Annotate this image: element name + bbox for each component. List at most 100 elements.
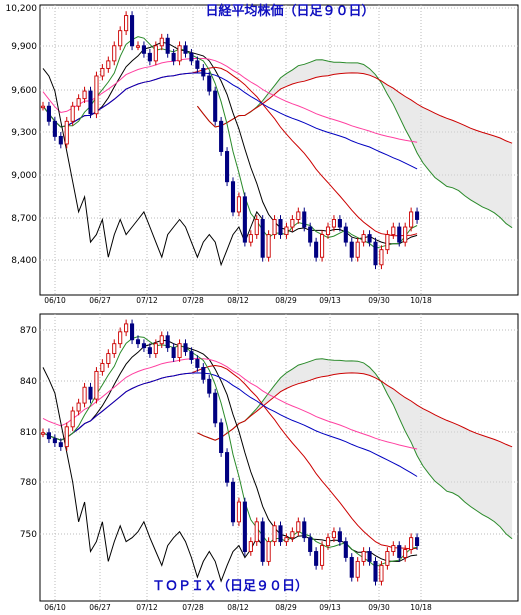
candle-body: [290, 219, 295, 228]
topix-y-ticks: 870 840 810 780 750: [20, 326, 37, 540]
candle-body: [379, 564, 384, 582]
y-tick-label: 780: [20, 478, 37, 488]
candle-body: [219, 120, 224, 152]
candle-body: [373, 241, 378, 266]
candle-body: [302, 521, 307, 539]
candle-body: [201, 67, 206, 77]
candle-body: [201, 366, 206, 380]
candle-body: [355, 560, 360, 578]
candle-body: [153, 343, 158, 355]
candle-body: [112, 343, 117, 355]
nikkei-chart-title: 日経平均株価（日足９０日）: [205, 3, 374, 19]
x-tick-label: 07/12: [136, 603, 158, 612]
nikkei-panel: 10,200 9,900 9,600 9,300 9,000 8,700 8,400 06/…: [6, 3, 519, 305]
x-tick-label: 08/12: [227, 296, 249, 305]
candle-body: [349, 557, 354, 578]
y-tick-label: 8,400: [11, 256, 37, 266]
candle-body: [296, 521, 301, 533]
candle-body: [320, 234, 325, 258]
senkou-span-b: [197, 372, 513, 448]
candle-body: [76, 98, 81, 107]
candle-body: [284, 537, 289, 543]
candle-body: [320, 545, 325, 566]
candle-body: [278, 219, 283, 236]
candle-body: [236, 196, 241, 213]
candle-body: [189, 52, 194, 62]
candle-body: [260, 219, 265, 258]
topix-indicator-lines: [42, 336, 418, 583]
candle-body: [207, 75, 212, 92]
candle-body: [409, 537, 414, 550]
candle-body: [409, 211, 414, 228]
candle-body: [385, 234, 390, 251]
candle-body: [159, 37, 164, 47]
candle-body: [343, 541, 348, 558]
x-tick-label: 10/18: [410, 603, 432, 612]
candle-body: [230, 481, 236, 523]
candle-body: [367, 234, 372, 243]
tenkan-line: [42, 339, 418, 562]
candle-body: [177, 343, 182, 358]
candle-body: [100, 363, 105, 372]
candle-body: [373, 560, 378, 582]
candle-body: [403, 226, 408, 243]
candle-body: [52, 438, 57, 444]
candle-body: [130, 323, 135, 341]
candle-body: [171, 347, 176, 358]
candle-body: [118, 331, 123, 345]
candle-body: [64, 120, 69, 145]
topix-panel: 870 840 810 780 750 06/10 06/27 07/12 07/28 08/1…: [20, 313, 519, 612]
candle-body: [82, 386, 87, 404]
candle-body: [302, 211, 307, 228]
candle-body: [112, 45, 117, 62]
candle-body: [391, 545, 396, 552]
nikkei-x-ticks: 06/10 06/27 07/12 07/28 08/12 08/29 09/13 09/30…: [44, 296, 432, 305]
candle-body: [118, 30, 123, 47]
y-tick-label: 750: [20, 530, 37, 540]
candle-body: [397, 226, 402, 243]
x-tick-label: 08/29: [275, 296, 297, 305]
long-ma-line: [42, 372, 418, 477]
y-tick-label: 9,600: [11, 86, 37, 96]
candle-body: [106, 353, 111, 364]
candle-body: [325, 537, 331, 547]
candle-body: [100, 67, 105, 77]
candle-body: [225, 151, 230, 183]
candle-body: [207, 378, 212, 394]
candle-body: [88, 90, 93, 115]
x-tick-label: 07/28: [182, 603, 204, 612]
candle-body: [135, 45, 141, 48]
candle-body: [195, 359, 200, 368]
candle-body: [58, 442, 63, 448]
x-tick-label: 06/27: [89, 603, 111, 612]
x-tick-label: 07/28: [182, 296, 204, 305]
candle-body: [242, 501, 247, 552]
candle-body: [325, 226, 331, 236]
candle-body: [248, 234, 253, 243]
tenkan-line: [42, 41, 418, 245]
candle-body: [290, 531, 295, 539]
x-tick-label: 09/13: [319, 603, 341, 612]
short-ma-line: [42, 336, 418, 568]
x-tick-label: 06/10: [44, 603, 66, 612]
x-tick-label: 08/29: [275, 603, 297, 612]
candle-body: [195, 60, 200, 69]
topix-x-ticks: 06/10 06/27 07/12 07/28 08/12 08/29 09/13 09/30…: [44, 603, 432, 612]
candle-body: [106, 60, 111, 69]
candle-body: [361, 234, 366, 243]
candle-body: [296, 211, 301, 220]
y-tick-label: 10,200: [6, 4, 38, 14]
candle-body: [415, 537, 420, 547]
candle-body: [177, 45, 182, 62]
candle-body: [58, 135, 63, 145]
ichimoku-cloud-fill: [197, 358, 513, 539]
candle-body: [314, 551, 319, 566]
candle-body: [183, 343, 188, 353]
candle-body: [230, 181, 236, 213]
candle-body: [124, 323, 129, 333]
x-tick-label: 09/30: [368, 603, 390, 612]
very-long-ma-line: [42, 57, 418, 143]
candle-body: [189, 351, 194, 360]
candle-body: [135, 339, 141, 345]
candle-body: [159, 335, 164, 345]
